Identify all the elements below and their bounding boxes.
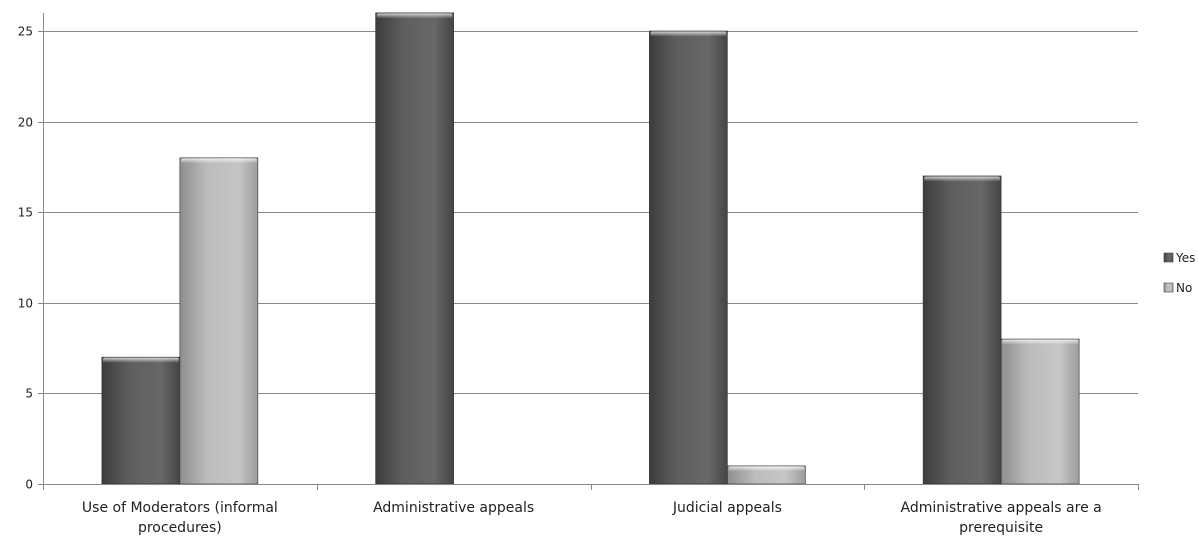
- y-axis-tick-label: 20: [18, 116, 33, 130]
- x-axis-category-label: Judicial appeals: [672, 500, 782, 516]
- y-axis-tick-label: 5: [25, 387, 33, 401]
- bars: [101, 12, 1080, 485]
- y-axis-tick-labels: 0 5 10 15 20 25: [18, 25, 33, 492]
- y-axis-tick-label: 10: [18, 297, 33, 311]
- bar-highlight: [102, 357, 179, 363]
- x-axis-category-label: Use of Moderators (informal: [82, 500, 278, 516]
- x-axis-category-label: Administrative appeals: [373, 500, 534, 516]
- y-axis-tick-label: 0: [25, 478, 33, 492]
- bar-highlight: [650, 31, 727, 37]
- x-axis-category-label: procedures): [138, 520, 222, 536]
- bar-body: [1000, 338, 1080, 485]
- bar-yes: [922, 175, 1002, 485]
- legend-label: Yes: [1175, 251, 1195, 265]
- x-axis-category-label: Administrative appeals are a: [901, 500, 1102, 516]
- bar-body: [101, 356, 181, 485]
- legend-item-yes: Yes: [1163, 251, 1195, 265]
- x-axis-category-labels: Use of Moderators (informal procedures) Ad…: [82, 500, 1102, 536]
- bar-body: [649, 30, 728, 485]
- bar-highlight: [180, 158, 257, 164]
- bar-body: [375, 12, 454, 485]
- legend-label: No: [1176, 281, 1192, 295]
- bar-highlight: [1002, 339, 1079, 345]
- y-axis-tick-label: 15: [18, 206, 33, 220]
- bar-no: [1000, 338, 1080, 485]
- legend-item-no: No: [1163, 281, 1192, 295]
- bar-highlight: [376, 13, 453, 19]
- x-axis-category-label: prerequisite: [959, 520, 1043, 536]
- legend-swatch: [1163, 282, 1174, 293]
- bar-no: [727, 465, 806, 485]
- bar-yes: [375, 12, 454, 485]
- axes: [38, 13, 1139, 490]
- bar-no: [179, 157, 259, 485]
- bar-body: [922, 175, 1002, 485]
- legend: Yes No: [1163, 251, 1195, 295]
- bar-highlight: [924, 176, 1001, 182]
- bar-highlight: [728, 466, 805, 472]
- legend-swatch: [1163, 252, 1174, 263]
- bar-yes: [101, 356, 181, 485]
- y-axis-tick-label: 25: [18, 25, 33, 39]
- bar-body: [179, 157, 259, 485]
- bar-yes: [649, 30, 728, 485]
